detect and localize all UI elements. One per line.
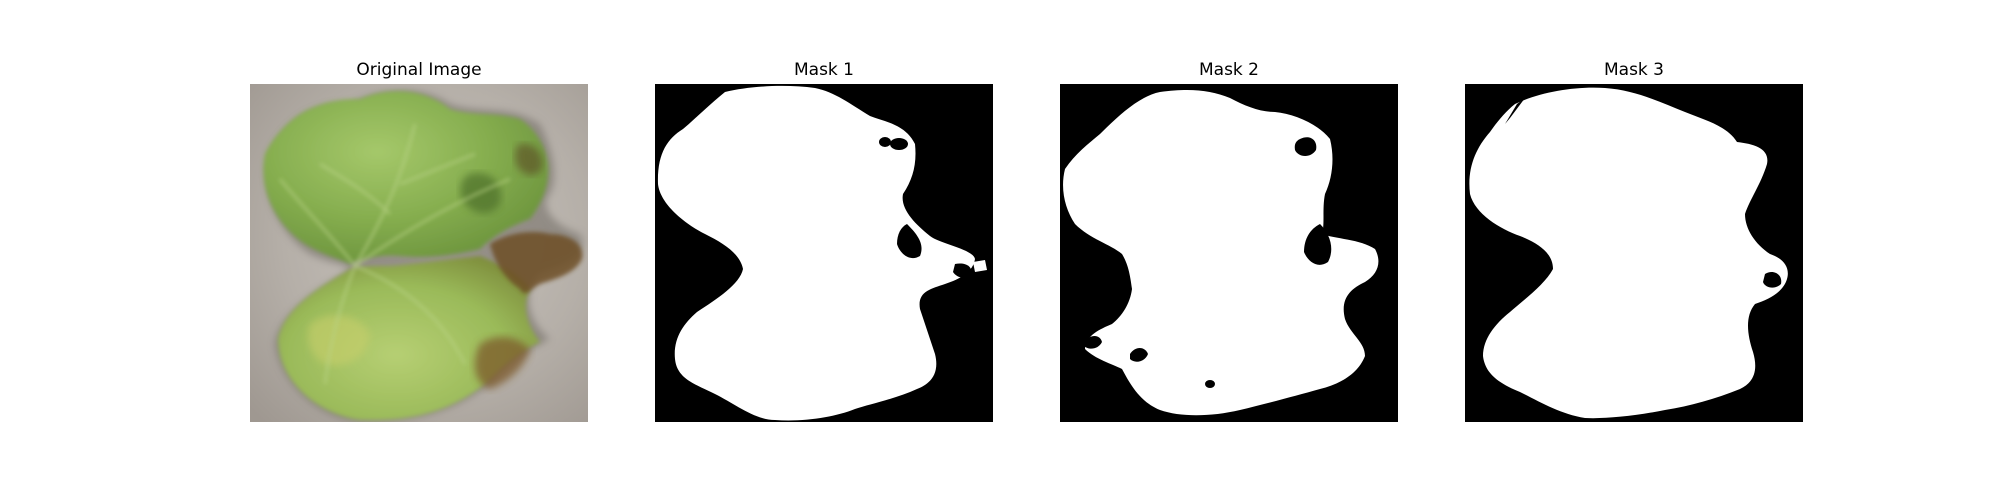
leaf-veins xyxy=(279,123,511,385)
panel-title: Original Image xyxy=(356,60,482,80)
mask-image xyxy=(1465,84,1803,422)
mask-foreground xyxy=(657,85,975,421)
leaf-yellow-patch xyxy=(308,315,370,366)
leaf-upper xyxy=(263,91,549,265)
panel-original-image: Original Image xyxy=(250,58,588,422)
leaf-brown-right xyxy=(490,232,583,294)
mask-image xyxy=(655,84,993,422)
mask-foreground xyxy=(1469,87,1788,419)
panel-title: Mask 2 xyxy=(1198,60,1259,80)
panel-title: Mask 3 xyxy=(1603,60,1664,80)
panel-title: Mask 1 xyxy=(793,60,854,80)
leaf-brown-lower xyxy=(474,337,530,389)
leaf-brown-top xyxy=(515,143,543,176)
panel-mask-3: Mask 3 xyxy=(1465,58,1803,422)
panel-mask-1: Mask 1 xyxy=(655,58,993,422)
mask-foreground xyxy=(1063,90,1379,416)
panel-mask-2: Mask 2 xyxy=(1060,58,1398,422)
leaf-image xyxy=(250,84,588,422)
mask-image xyxy=(1060,84,1398,422)
